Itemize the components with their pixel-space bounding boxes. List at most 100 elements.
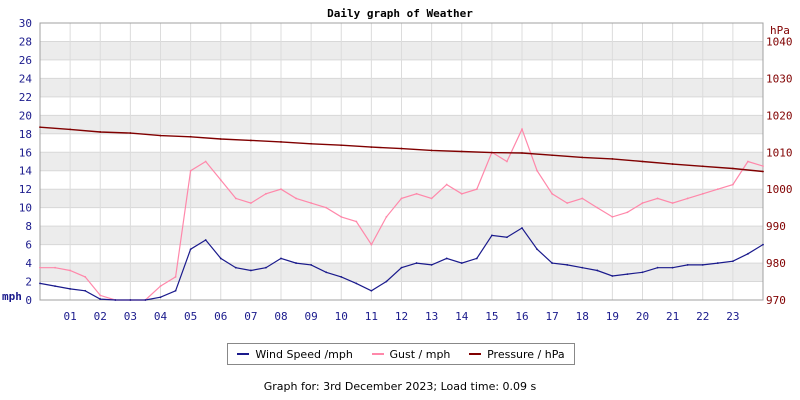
x-tick-label: 03 bbox=[124, 310, 137, 323]
data-point bbox=[671, 202, 674, 204]
data-point bbox=[355, 282, 358, 285]
data-point bbox=[280, 141, 282, 143]
data-point bbox=[114, 299, 117, 301]
data-point bbox=[204, 160, 207, 163]
data-point bbox=[581, 266, 584, 269]
data-point bbox=[506, 236, 508, 239]
series-wind-speed-mph bbox=[39, 227, 764, 301]
x-tick-label: 02 bbox=[94, 310, 107, 323]
data-point bbox=[69, 128, 72, 131]
chart-title: Daily graph of Weather bbox=[327, 7, 473, 20]
data-point bbox=[129, 299, 132, 301]
data-point bbox=[310, 264, 313, 266]
left-tick-label: 16 bbox=[19, 146, 32, 159]
left-tick-label: 20 bbox=[19, 109, 32, 122]
data-point bbox=[249, 202, 252, 204]
data-point bbox=[370, 289, 373, 292]
grid-lines bbox=[39, 22, 764, 301]
data-point bbox=[234, 197, 237, 200]
data-point bbox=[521, 128, 523, 131]
data-point bbox=[686, 197, 689, 200]
left-tick-label: 10 bbox=[19, 202, 32, 215]
data-point bbox=[174, 289, 177, 292]
data-point bbox=[310, 202, 313, 204]
footer-status: Graph for: 3rd December 2023; Load time:… bbox=[263, 380, 537, 393]
data-point bbox=[385, 280, 388, 283]
weather-chart: Daily graph of Weather 02468101214161820… bbox=[2, 7, 793, 323]
x-tick-label: 14 bbox=[455, 310, 469, 323]
data-point bbox=[460, 192, 463, 195]
data-point bbox=[265, 266, 267, 269]
data-point bbox=[701, 165, 704, 168]
x-tick-label: 07 bbox=[244, 310, 257, 323]
left-tick-label: 2 bbox=[25, 276, 32, 289]
data-point bbox=[400, 147, 403, 150]
data-point bbox=[219, 179, 222, 181]
data-point bbox=[671, 163, 674, 165]
data-point bbox=[234, 266, 237, 269]
data-point bbox=[551, 192, 554, 195]
data-point bbox=[99, 294, 102, 297]
right-tick-label: 1000 bbox=[766, 183, 793, 196]
data-point bbox=[99, 298, 102, 300]
data-point bbox=[521, 227, 523, 229]
data-point bbox=[641, 271, 644, 274]
data-point bbox=[84, 276, 87, 278]
left-tick-label: 30 bbox=[19, 17, 32, 30]
data-point bbox=[611, 216, 614, 218]
x-tick-label: 05 bbox=[184, 310, 197, 323]
data-point bbox=[596, 206, 599, 209]
right-tick-label: 1020 bbox=[766, 109, 793, 122]
right-tick-label: 990 bbox=[766, 220, 786, 233]
right-tick-label: 1030 bbox=[766, 72, 793, 85]
data-point bbox=[325, 271, 328, 274]
data-point bbox=[99, 131, 102, 133]
data-point bbox=[69, 269, 72, 272]
left-tick-label: 14 bbox=[19, 165, 33, 178]
data-point bbox=[626, 211, 629, 214]
data-point bbox=[189, 135, 192, 138]
data-point bbox=[581, 197, 584, 200]
series-layer bbox=[39, 126, 764, 301]
data-point bbox=[159, 296, 162, 299]
data-point bbox=[536, 248, 538, 251]
data-point bbox=[310, 142, 313, 145]
data-point bbox=[475, 188, 478, 191]
series-gust-mph bbox=[39, 127, 764, 301]
data-point bbox=[54, 266, 56, 269]
data-point bbox=[219, 138, 222, 140]
legend-item-pressure: Pressure / hPa bbox=[469, 348, 565, 361]
data-point bbox=[747, 160, 749, 163]
left-tick-label: 26 bbox=[19, 54, 32, 67]
left-tick-label: 22 bbox=[19, 91, 32, 104]
left-tick-label: 0 bbox=[25, 294, 32, 307]
data-point bbox=[340, 144, 343, 147]
data-point bbox=[686, 264, 689, 266]
data-point bbox=[355, 220, 358, 223]
right-tick-label: 970 bbox=[766, 294, 786, 307]
data-point bbox=[762, 170, 764, 173]
data-point bbox=[54, 285, 56, 288]
data-point bbox=[295, 262, 297, 264]
legend-item-wind-speed: Wind Speed /mph bbox=[237, 348, 353, 361]
x-tick-label: 04 bbox=[154, 310, 168, 323]
x-tick-label: 23 bbox=[726, 310, 739, 323]
data-point bbox=[671, 266, 674, 269]
data-point bbox=[656, 266, 659, 269]
data-point bbox=[340, 216, 343, 218]
x-tick-label: 19 bbox=[606, 310, 619, 323]
data-point bbox=[460, 150, 463, 153]
data-point bbox=[39, 282, 41, 285]
data-point bbox=[69, 288, 72, 290]
left-tick-label: 24 bbox=[19, 72, 33, 85]
series-pressure-hpa bbox=[39, 126, 764, 173]
data-point bbox=[551, 262, 554, 264]
data-point bbox=[490, 151, 493, 154]
x-tick-label: 11 bbox=[365, 310, 378, 323]
data-point bbox=[611, 275, 614, 277]
data-point bbox=[762, 165, 764, 168]
left-tick-label: 12 bbox=[19, 183, 32, 196]
x-tick-label: 16 bbox=[515, 310, 528, 323]
legend-label-pressure: Pressure / hPa bbox=[487, 347, 565, 361]
